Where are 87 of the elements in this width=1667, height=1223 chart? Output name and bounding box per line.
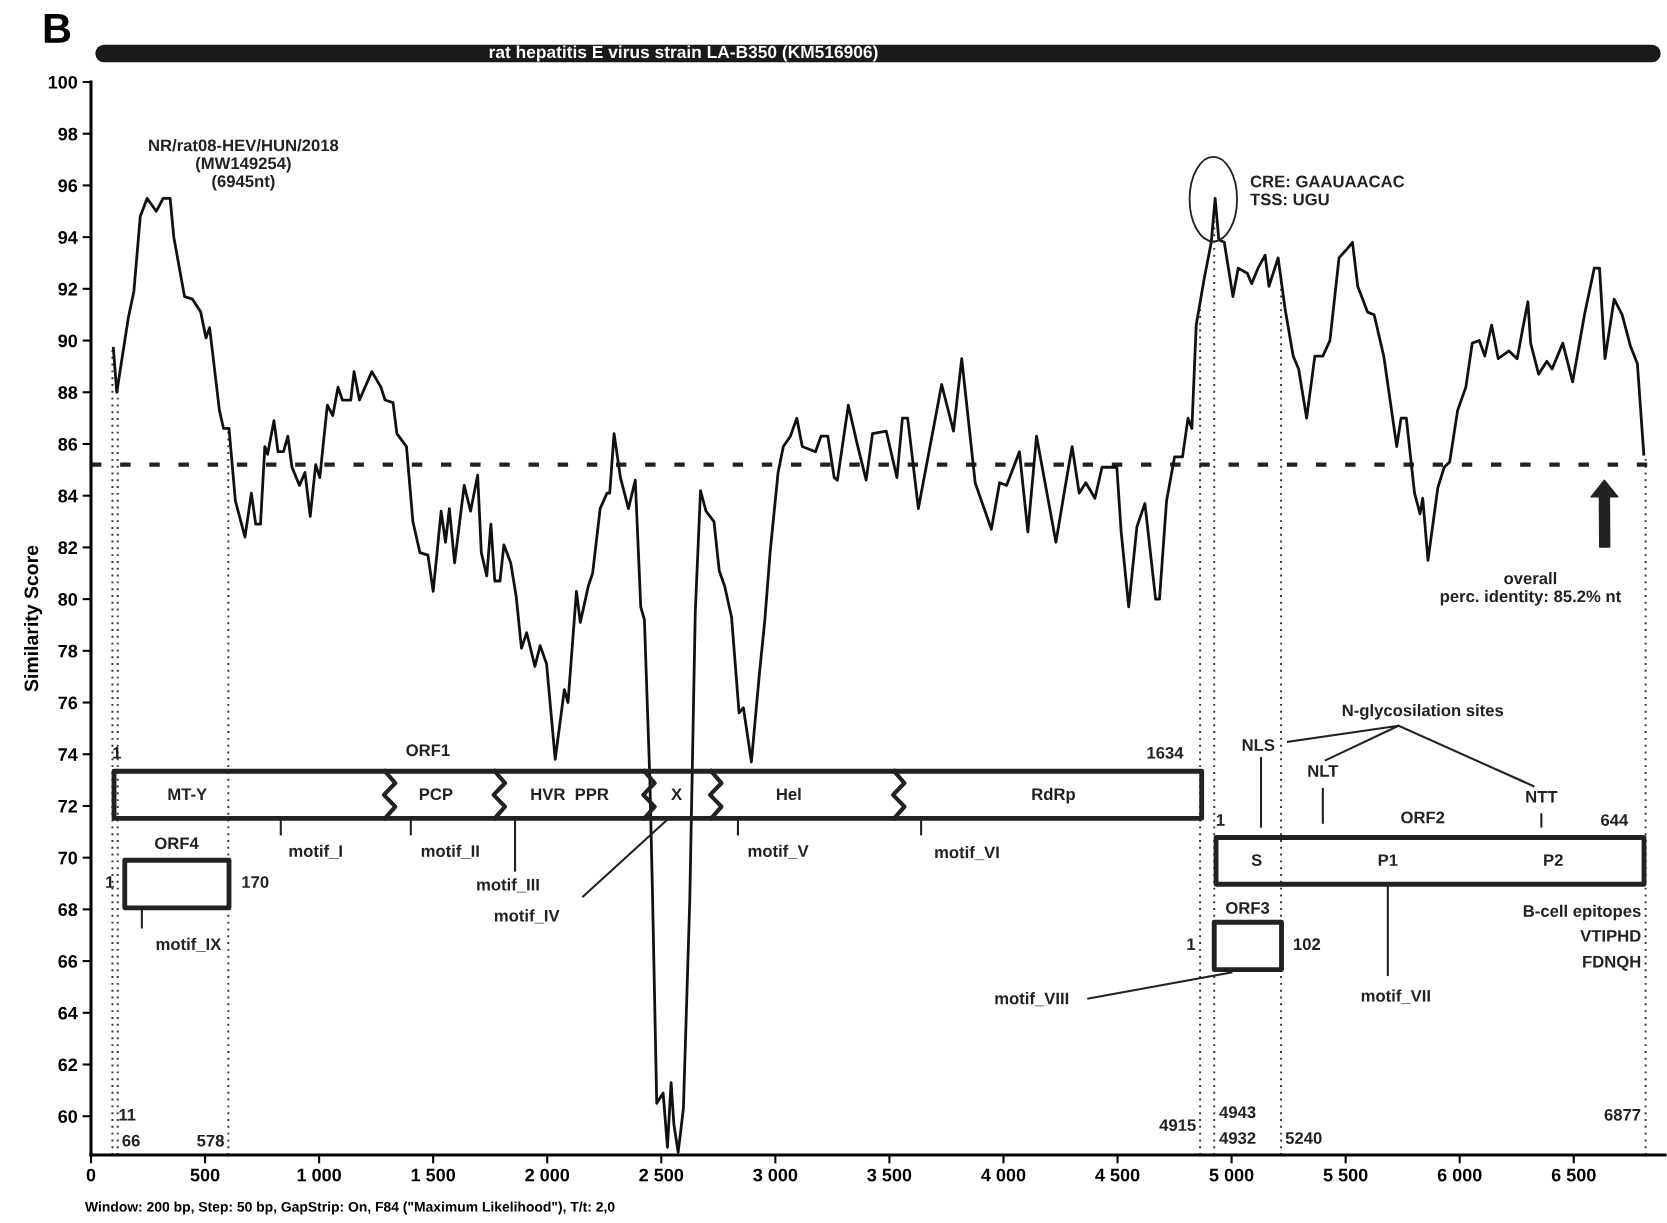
annotation: motif_VIII (995, 992, 1069, 1007)
y-tick-label: 68 (58, 903, 78, 917)
annotation: 644 (1601, 814, 1629, 826)
x-tick-label: 2 500 (639, 1168, 684, 1182)
y-tick-label: 78 (58, 644, 78, 658)
annotation: overall perc. identity: 85.2% nt (1440, 572, 1621, 606)
y-tick-label: 100 (48, 75, 78, 89)
annotation: Hel (776, 787, 801, 801)
annotation: motif_III (477, 878, 539, 893)
y-tick-label: 80 (58, 593, 78, 606)
x-tick-label: 4 500 (1095, 1168, 1140, 1182)
annotation: motif_IX (156, 937, 222, 952)
y-tick-label: 96 (58, 179, 78, 193)
y-tick-label: 70 (58, 851, 78, 865)
annotation: ORF2 (1401, 811, 1445, 824)
text: B (44, 14, 71, 43)
x-tick-label: 1 500 (411, 1168, 456, 1182)
x-tick-label: 1 000 (297, 1168, 341, 1182)
annotation: 6877 (1604, 1108, 1641, 1121)
x-tick-label: 3 000 (753, 1168, 798, 1182)
annotation: X (671, 788, 682, 800)
annotation: NTT (1526, 791, 1558, 803)
annotation: 1 (113, 747, 121, 759)
x-tick-label: 6 500 (1551, 1168, 1596, 1182)
annotation: motif_I (289, 844, 342, 859)
chart-title: rat hepatitis E virus strain LA-B350 (KM516906) (489, 45, 878, 62)
annotation: motif_VI (935, 846, 999, 861)
annotation: motif_II (421, 844, 479, 859)
annotation: 102 (1294, 938, 1321, 951)
annotation: NR/rat08-HEV/HUN/2018 (MW149254) (6945nt) (149, 139, 339, 191)
y-tick-label: 74 (58, 748, 78, 761)
annotation: P1 (1378, 854, 1398, 866)
annotation: 66 (122, 1134, 140, 1147)
annotation: CRE: GAAUAACAC TSS: UGU (1250, 175, 1405, 206)
annotation: 1634 (1147, 746, 1184, 759)
annotation: motif_V (748, 844, 809, 859)
annotation: NLT (1308, 765, 1339, 777)
annotation: motif_VII (1361, 989, 1430, 1004)
y-tick-label: 76 (58, 696, 78, 710)
annotation: 578 (197, 1134, 224, 1147)
text: Window: 200 bp, Step: 50 bp, GapStrip: On, F84 ("Maximum Likelihood"), T/t: 2,0 (85, 1201, 615, 1215)
y-tick-label: 64 (58, 1006, 78, 1020)
y-tick-label: 82 (58, 541, 78, 555)
y-tick-label: 62 (58, 1058, 78, 1072)
annotation: 1 (106, 876, 114, 888)
y-tick-label: 72 (58, 799, 78, 813)
annotation: 4932 (1219, 1132, 1256, 1144)
annotation: 1 (1216, 814, 1225, 826)
x-tick-label: 4 000 (981, 1168, 1026, 1182)
y-tick-label: 90 (58, 334, 78, 348)
annotation: 11 (119, 1109, 136, 1121)
annotation: MT-Y (168, 788, 207, 800)
annotation: 170 (242, 876, 269, 888)
annotation: ORF4 (155, 837, 199, 850)
x-tick-label: 6 000 (1437, 1168, 1482, 1182)
annotation: RdRp (1032, 787, 1075, 804)
annotation: VTIPHD (1580, 930, 1641, 942)
y-tick-label: 66 (58, 955, 78, 968)
annotation: 1 (1187, 938, 1196, 950)
annotation: S (1251, 854, 1262, 867)
annotation: NLS (1242, 739, 1275, 751)
y-tick-label: 86 (58, 437, 78, 451)
x-tick-label: 500 (190, 1168, 220, 1182)
annotation: ORF1 (406, 744, 450, 757)
annotation: FDNQH (1583, 955, 1641, 971)
y-tick-label: 94 (58, 231, 78, 244)
annotation: B-cell epitopes (1523, 904, 1641, 921)
x-tick-label: 2 000 (525, 1168, 570, 1182)
annotation: P2 (1544, 854, 1563, 866)
y-tick-label: 88 (58, 386, 78, 399)
annotation: HVR PPR (531, 788, 609, 800)
annotation: 4915 (1159, 1119, 1196, 1132)
x-tick-label: 5 000 (1209, 1168, 1254, 1182)
x-tick-label: 5 500 (1323, 1168, 1368, 1182)
annotation: ORF3 (1226, 902, 1270, 914)
annotation: N-glycosilation sites (1342, 704, 1504, 720)
x-tick-label: 3 500 (867, 1168, 912, 1182)
y-tick-label: 98 (58, 127, 78, 141)
annotation: motif_IV (494, 909, 560, 924)
annotation: PCP (419, 788, 453, 801)
y-tick-label: 60 (58, 1110, 78, 1123)
y-tick-label: 84 (58, 489, 78, 503)
annotation: 5240 (1285, 1132, 1322, 1144)
annotation: 4943 (1219, 1106, 1256, 1119)
y-axis-title: Similarity Score (24, 545, 43, 692)
y-tick-label: 92 (58, 282, 78, 296)
x-tick-label: 0 (86, 1168, 96, 1182)
